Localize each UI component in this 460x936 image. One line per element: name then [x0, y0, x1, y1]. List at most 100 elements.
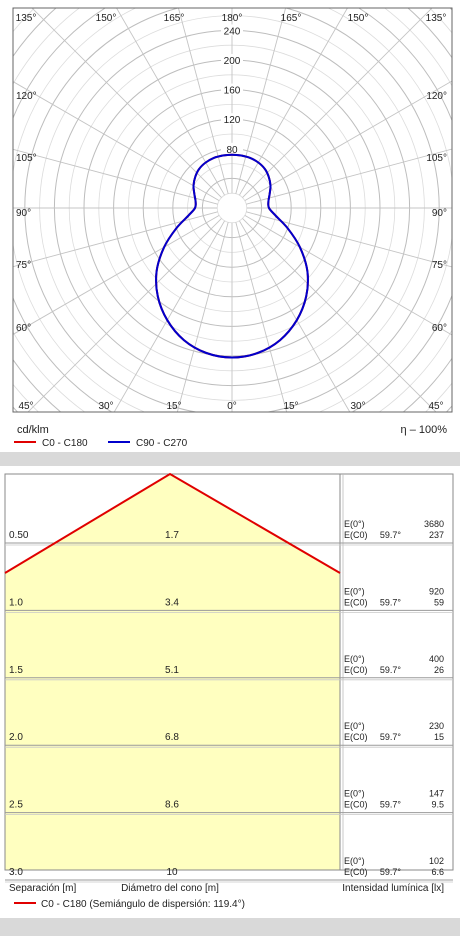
row-separation: 1.5 [9, 665, 23, 676]
angle-label-bottom: 45° [428, 401, 443, 412]
row-ec0-value: 59 [434, 597, 444, 607]
row-e0-label: E(0°) [344, 654, 365, 664]
polar-spoke [235, 8, 287, 194]
column-header-separation: Separación [m] [9, 883, 76, 894]
row-e0-value: 147 [429, 789, 444, 799]
cone-fill [5, 474, 340, 870]
legend-label: C90 - C270 [136, 438, 188, 449]
angle-label-left: 120° [16, 91, 37, 102]
polar-ring [13, 8, 452, 412]
row-e0-label: E(0°) [344, 856, 365, 866]
polar-spoke [244, 80, 452, 201]
row-ec0-label: E(C0) [344, 732, 368, 742]
radial-label: 160 [224, 86, 241, 97]
row-ec0-label: E(C0) [344, 800, 368, 810]
row-e0-label: E(0°) [344, 586, 365, 596]
radial-label-bg [221, 54, 243, 65]
angle-label-right: 105° [426, 153, 447, 164]
polar-spoke [239, 220, 351, 412]
unit-label: cd/klm [17, 424, 49, 436]
angle-label-left: 105° [16, 153, 37, 164]
polar-diagram: 80 120 160 200 240 135° 150° 165° 180° 165° 150° 13… [12, 7, 453, 449]
angle-label-right: 60° [432, 323, 447, 334]
polar-spoke [31, 8, 222, 198]
angle-label-bottom: 30° [350, 401, 365, 412]
polar-spoke [239, 8, 348, 196]
section-divider [0, 452, 460, 466]
row-ec0-value: 9.5 [431, 800, 444, 810]
column-header-intensity: Intensidad lumínica [lx] [342, 883, 444, 894]
polar-spoke [13, 215, 220, 335]
row-ec0-label: E(C0) [344, 867, 368, 877]
row-e0-value: 400 [429, 654, 444, 664]
row-ec0-value: 6.6 [431, 867, 444, 877]
row-separation: 1.0 [9, 597, 23, 608]
angle-label-top: 150° [348, 13, 369, 24]
angle-label-top: 180° [222, 13, 243, 24]
row-half-angle: 59.7° [380, 530, 402, 540]
angle-label-top: 135° [16, 13, 37, 24]
series-curve-c90-c270 [155, 153, 309, 359]
row-e0-value: 230 [429, 721, 444, 731]
row-half-angle: 59.7° [380, 597, 402, 607]
radial-label-bg [221, 113, 243, 125]
polar-ring [13, 8, 452, 412]
row-separation: 0.50 [9, 530, 29, 541]
polar-spoke [235, 222, 288, 412]
polar-spoke [177, 8, 229, 194]
radial-label: 120 [224, 115, 241, 126]
row-separation: 3.0 [9, 867, 23, 878]
polar-grid [13, 8, 452, 412]
row-half-angle: 59.7° [380, 732, 402, 742]
polar-spoke [13, 211, 218, 268]
plot-frame [12, 7, 453, 413]
row-ec0-label: E(C0) [344, 665, 368, 675]
polar-spoke [13, 81, 220, 201]
cone-outline [4, 472, 341, 574]
radial-label: 200 [224, 56, 241, 67]
row-e0-label: E(0°) [344, 519, 365, 529]
polar-spoke [246, 211, 452, 268]
angle-label-bottom: 15° [166, 401, 181, 412]
radial-label-bg [221, 24, 243, 36]
row-diameter: 6.8 [165, 732, 179, 743]
radial-label-bg [221, 83, 243, 95]
polar-ring [13, 8, 452, 412]
radial-label: 240 [224, 26, 241, 37]
angle-label-top: 165° [164, 13, 185, 24]
row-ec0-value: 26 [434, 665, 444, 675]
row-separation: 2.5 [9, 800, 23, 811]
polar-spoke [27, 218, 222, 412]
polar-spoke [244, 215, 452, 336]
angle-label-top: 165° [281, 13, 302, 24]
angle-label-bottom: 15° [283, 401, 298, 412]
polar-ring [13, 8, 452, 412]
row-half-angle: 59.7° [380, 665, 402, 675]
angle-label-bottom: 0° [227, 401, 237, 412]
polar-spoke [116, 8, 225, 196]
row-e0-value: 3680 [424, 519, 444, 529]
angle-label-left: 60° [16, 323, 31, 334]
polar-spoke [246, 148, 452, 205]
angle-label-top: 135° [426, 13, 447, 24]
angle-label-right: 90° [432, 208, 447, 219]
angle-label-left: 75° [16, 260, 31, 271]
row-half-angle: 59.7° [380, 800, 402, 810]
angle-label-top: 150° [96, 13, 117, 24]
angle-label-left: 90° [16, 208, 31, 219]
angle-label-right: 75° [432, 260, 447, 271]
row-e0-label: E(0°) [344, 721, 365, 731]
row-ec0-label: E(C0) [344, 597, 368, 607]
row-diameter: 8.6 [165, 800, 179, 811]
row-diameter: 3.4 [165, 597, 179, 608]
row-ec0-label: E(C0) [344, 530, 368, 540]
angle-label-bottom: 30° [98, 401, 113, 412]
cone-legend-label: C0 - C180 (Semiángulo de dispersión: 119… [41, 899, 245, 910]
row-half-angle: 59.7° [380, 867, 402, 877]
polar-spoke [242, 218, 437, 412]
row-separation: 2.0 [9, 732, 23, 743]
legend-label: C0 - C180 [42, 438, 88, 449]
angle-label-right: 120° [426, 91, 447, 102]
efficiency-label: η – 100% [401, 424, 448, 436]
